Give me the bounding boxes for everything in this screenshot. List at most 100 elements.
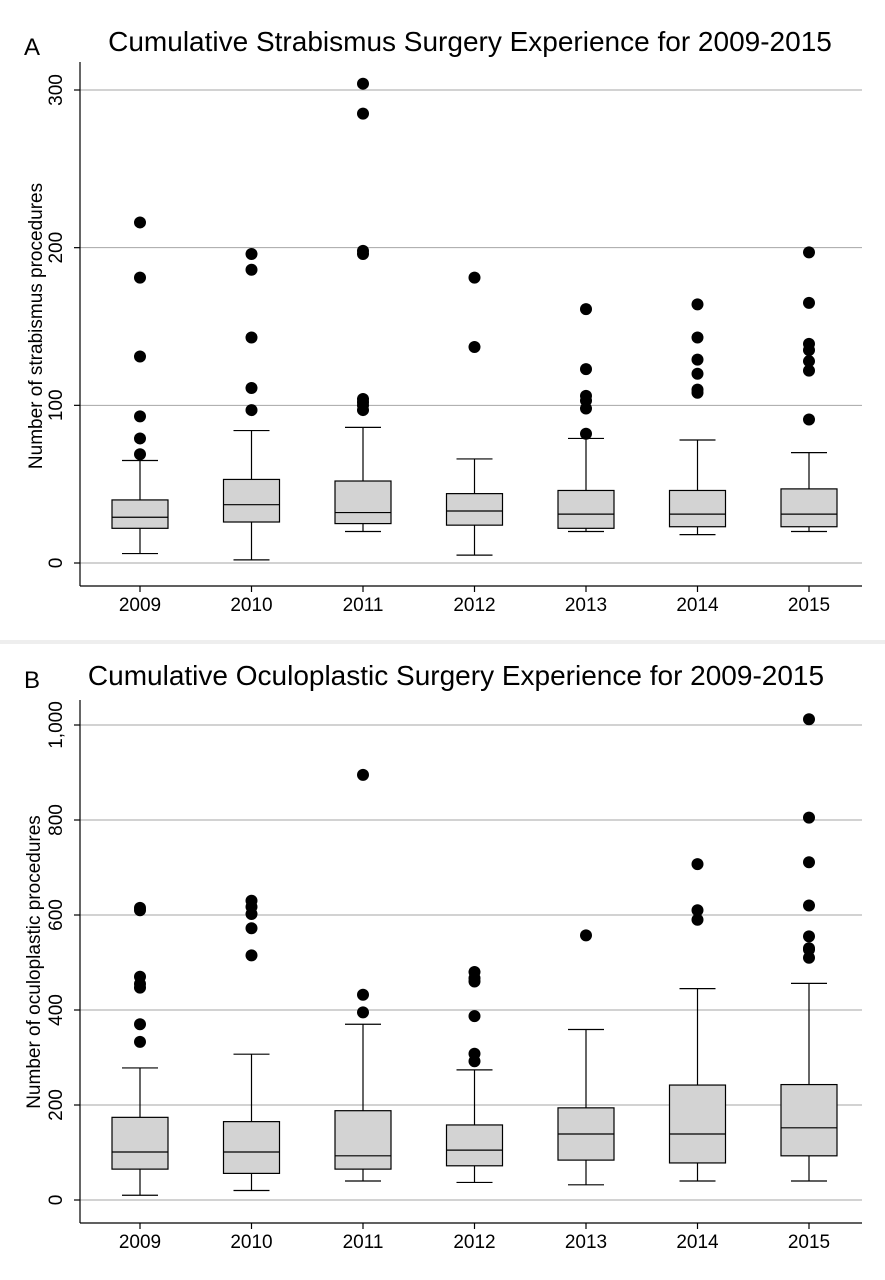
panel-a-axes bbox=[79, 62, 862, 587]
outlier-point bbox=[691, 913, 704, 926]
panel-a-y-tick-label: 100 bbox=[46, 389, 67, 421]
panel-a-boxes bbox=[111, 77, 838, 561]
panel-a-y-ticks: 0 100 200 300 bbox=[46, 74, 80, 568]
outlier-point bbox=[691, 383, 704, 396]
panel-b-box-2010 bbox=[222, 894, 281, 1192]
panel-b-letter: B bbox=[24, 667, 40, 694]
outlier-point bbox=[134, 970, 146, 983]
outlier-point bbox=[803, 713, 815, 726]
panel-a-box-2014 bbox=[668, 298, 727, 536]
outlier-point bbox=[580, 303, 592, 316]
outlier-point bbox=[357, 1006, 369, 1019]
panel-b-y-tick-label: 400 bbox=[46, 994, 67, 1026]
panel-b-y-tick-label: 600 bbox=[46, 899, 67, 931]
panel-b-box-2011 bbox=[334, 768, 392, 1182]
outlier-point bbox=[245, 404, 258, 417]
panel-a-box-2009 bbox=[111, 216, 169, 555]
outlier-point bbox=[357, 768, 369, 781]
outlier-point bbox=[245, 894, 258, 907]
panel-b-y-tick-label: 200 bbox=[46, 1089, 67, 1121]
panel-separator bbox=[0, 640, 885, 644]
panel-a-x-tick-label: 2013 bbox=[565, 595, 607, 616]
outlier-point bbox=[803, 413, 815, 426]
outlier-point bbox=[803, 930, 815, 943]
outlier-point bbox=[468, 966, 481, 978]
panel-a-x-ticks: 2009 2010 2011 2012 2013 2014 2015 bbox=[119, 586, 830, 616]
panel-a-box-2013 bbox=[557, 303, 615, 533]
outlier-point bbox=[580, 929, 592, 942]
outlier-point bbox=[245, 331, 258, 344]
outlier-point bbox=[134, 350, 146, 363]
outlier-point bbox=[803, 811, 815, 824]
outlier-point bbox=[691, 367, 704, 380]
outlier-point bbox=[134, 216, 146, 229]
panel-b-gridlines bbox=[80, 724, 862, 1201]
iqr-box bbox=[445, 493, 504, 526]
outlier-point bbox=[357, 988, 369, 1001]
panel-b-x-tick-label: 2010 bbox=[230, 1232, 272, 1253]
outlier-point bbox=[134, 1018, 146, 1031]
outlier-point bbox=[803, 856, 815, 869]
iqr-box bbox=[222, 478, 281, 523]
panel-b-x-tick-label: 2009 bbox=[119, 1232, 161, 1253]
panel-a-letter: A bbox=[24, 34, 40, 61]
outlier-point bbox=[357, 393, 369, 406]
outlier-point bbox=[691, 298, 704, 311]
outlier-point bbox=[468, 340, 481, 353]
outlier-point bbox=[803, 337, 815, 350]
panel-b-x-tick-label: 2011 bbox=[343, 1232, 384, 1253]
outlier-point bbox=[691, 353, 704, 366]
outlier-point bbox=[245, 263, 258, 276]
panel-b-box-2014 bbox=[668, 858, 727, 1182]
iqr-box bbox=[445, 1124, 504, 1167]
panel-b-boxes bbox=[111, 713, 838, 1196]
outlier-point bbox=[357, 244, 369, 257]
panel-b-box-2009 bbox=[111, 901, 169, 1196]
iqr-box bbox=[334, 1110, 392, 1170]
outlier-point bbox=[134, 271, 146, 284]
outlier-point bbox=[468, 271, 481, 284]
iqr-box bbox=[668, 489, 727, 528]
panel-a-box-2011 bbox=[334, 77, 392, 533]
outlier-point bbox=[245, 381, 258, 394]
panel-a-gridlines bbox=[80, 89, 862, 564]
outlier-point bbox=[245, 949, 258, 962]
outlier-point bbox=[803, 246, 815, 259]
panel-b-x-ticks: 2009 2010 2011 2012 2013 2014 2015 bbox=[119, 1223, 830, 1253]
panel-a-y-tick-label: 0 bbox=[46, 558, 67, 569]
panel-b-x-tick-label: 2013 bbox=[565, 1232, 607, 1253]
panel-b-y-axis-label: Number of oculoplastic procedures bbox=[24, 815, 45, 1109]
iqr-box bbox=[334, 480, 392, 525]
outlier-point bbox=[691, 904, 704, 917]
panel-a-title: Cumulative Strabismus Surgery Experience… bbox=[108, 26, 832, 57]
panel-b-y-tick-label: 800 bbox=[46, 804, 67, 836]
iqr-box bbox=[111, 499, 169, 529]
outlier-point bbox=[245, 922, 258, 935]
iqr-box bbox=[557, 489, 615, 529]
outlier-point bbox=[803, 296, 815, 309]
panel-b-title: Cumulative Oculoplastic Surgery Experien… bbox=[88, 660, 824, 691]
panel-b-y-tick-label: 1,000 bbox=[46, 701, 67, 749]
panel-a-x-tick-label: 2011 bbox=[343, 595, 384, 616]
panel-a-y-tick-label: 300 bbox=[46, 74, 67, 106]
panel-a-strabismus: A Cumulative Strabismus Surgery Experien… bbox=[24, 26, 862, 616]
panel-a-x-tick-label: 2014 bbox=[676, 595, 719, 616]
outlier-point bbox=[803, 364, 815, 377]
panel-b-box-2015 bbox=[780, 713, 838, 1182]
panel-a-y-axis-label: Number of strabismus procedures bbox=[26, 183, 47, 469]
panel-a-y-tick-label: 200 bbox=[46, 232, 67, 264]
outlier-point bbox=[468, 1047, 481, 1060]
outlier-point bbox=[134, 410, 146, 423]
outlier-point bbox=[134, 901, 146, 914]
panel-a-box-2012 bbox=[445, 271, 504, 556]
iqr-box bbox=[222, 1121, 281, 1175]
panel-b-x-tick-label: 2014 bbox=[676, 1232, 719, 1253]
panel-b-y-ticks: 0 200 400 600 800 1,000 bbox=[46, 701, 80, 1205]
panel-b-box-2012 bbox=[445, 966, 504, 1184]
panel-a-x-tick-label: 2009 bbox=[119, 595, 161, 616]
panel-a-x-tick-label: 2010 bbox=[230, 595, 272, 616]
panel-b-y-tick-label: 0 bbox=[46, 1195, 67, 1206]
outlier-point bbox=[357, 107, 369, 120]
panel-b-axes bbox=[79, 700, 862, 1224]
